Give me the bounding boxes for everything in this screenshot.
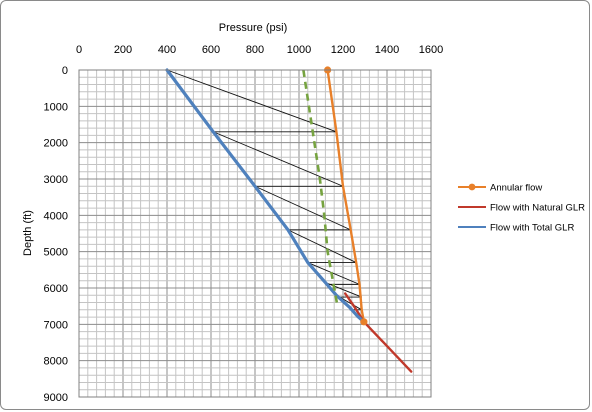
y-tick-label: 4000 [44, 210, 68, 222]
x-tick-label: 1000 [287, 44, 311, 56]
x-axis-title: Pressure (psi) [219, 22, 287, 34]
y-tick-label: 2000 [44, 138, 68, 150]
legend-marker [468, 183, 476, 191]
y-axis-title: Depth (ft) [22, 210, 34, 256]
x-tick-label: 800 [246, 44, 264, 56]
y-tick-label: 0 [62, 65, 68, 77]
construction-lines [166, 69, 365, 323]
legend-item: Flow with Natural GLR [458, 203, 585, 214]
grid [78, 69, 432, 398]
x-tick-label: 0 [76, 44, 82, 56]
x-tick-label: 1200 [331, 44, 355, 56]
y-tick-label: 6000 [44, 283, 68, 295]
construction-line [287, 229, 357, 263]
x-tick-labels: 0 200 400 600 800 1000 1200 1400 1600 [76, 44, 443, 56]
y-tick-label: 3000 [44, 174, 68, 186]
series-line-3 [165, 68, 366, 324]
legend: Annular flow Flow with Natural GLR Flow wi… [458, 183, 585, 234]
construction-line [166, 69, 337, 133]
x-tick-label: 200 [114, 44, 132, 56]
legend-label: Flow with Natural GLR [490, 203, 585, 214]
construction-line [325, 282, 362, 298]
y-tick-label: 5000 [44, 247, 68, 259]
x-tick-label: 1600 [419, 44, 443, 56]
legend-label: Annular flow [490, 183, 542, 194]
y-tick-labels: 0 1000 2000 3000 4000 5000 6000 7000 8000 9000 [44, 65, 68, 404]
series-lines [165, 68, 413, 373]
y-tick-label: 1000 [44, 101, 68, 113]
construction-line [254, 185, 351, 231]
series-line-1 [326, 68, 366, 323]
y-tick-label: 8000 [44, 356, 68, 368]
series-line-4 [302, 69, 339, 307]
x-tick-label: 600 [202, 44, 220, 56]
legend-label: Flow with Total GLR [490, 223, 574, 234]
y-tick-label: 7000 [44, 319, 68, 331]
x-tick-label: 400 [158, 44, 176, 56]
series-point [360, 318, 368, 326]
legend-item: Flow with Total GLR [458, 223, 574, 234]
construction-line [307, 262, 360, 285]
plot-border [78, 69, 432, 398]
legend-item: Annular flow [458, 183, 542, 194]
x-tick-label: 1400 [375, 44, 399, 56]
construction-line [213, 131, 344, 187]
y-tick-label: 9000 [44, 392, 68, 404]
